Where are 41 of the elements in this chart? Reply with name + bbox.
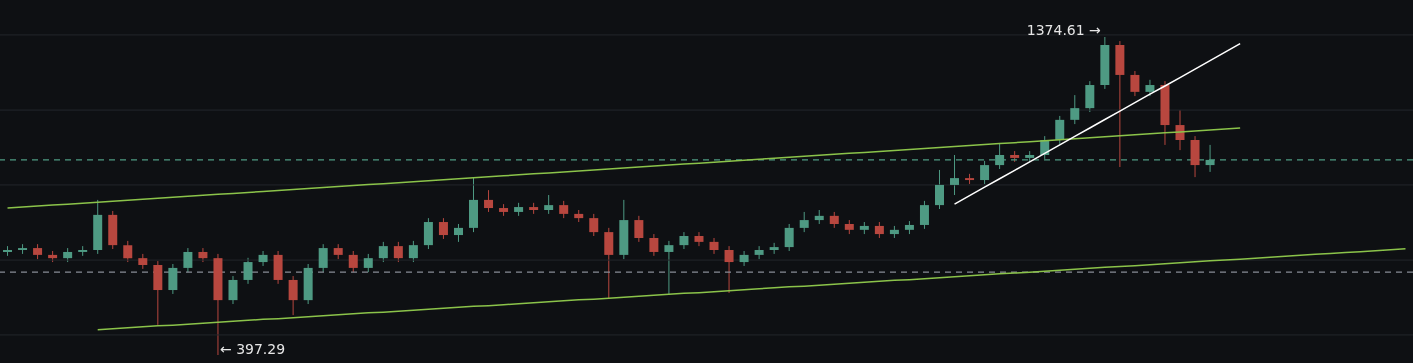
candlestick	[123, 240, 133, 263]
annotation: 1374.61 →	[1026, 22, 1102, 38]
candlestick	[288, 275, 298, 316]
candlestick	[438, 217, 448, 240]
candlestick	[243, 257, 253, 285]
candlestick	[408, 240, 418, 263]
candlestick	[919, 200, 929, 230]
candlestick	[1085, 80, 1095, 113]
candlestick	[544, 194, 554, 215]
candlestick	[709, 237, 719, 255]
candlestick	[228, 275, 238, 305]
candlestick	[664, 240, 674, 296]
candlestick	[378, 241, 388, 263]
candlestick	[423, 217, 433, 250]
candlestick	[604, 227, 614, 299]
candlestick	[649, 233, 659, 257]
candlestick	[183, 247, 193, 273]
candlestick	[679, 231, 689, 250]
candlestick	[1145, 79, 1155, 97]
candlestick	[1055, 115, 1065, 145]
candlestick	[784, 223, 794, 252]
candlestick	[258, 250, 268, 267]
annotation: ← 397.29	[219, 341, 286, 358]
candlestick	[980, 160, 990, 185]
candlestick	[739, 250, 749, 267]
candlestick	[318, 243, 328, 273]
candlestick	[1130, 70, 1140, 97]
candlestick	[769, 242, 779, 255]
candlestick	[1070, 94, 1080, 125]
candlestick	[724, 245, 734, 294]
candlestick	[393, 241, 403, 263]
candlestick	[694, 231, 704, 247]
candlestick	[589, 213, 599, 237]
candlestick	[934, 169, 944, 210]
candlestick	[634, 215, 644, 243]
candlestick	[799, 211, 809, 233]
candlestick	[168, 263, 178, 295]
candlestick	[484, 189, 494, 213]
candlestick	[348, 250, 358, 273]
candlestick	[363, 253, 373, 273]
candlestick	[754, 245, 764, 260]
